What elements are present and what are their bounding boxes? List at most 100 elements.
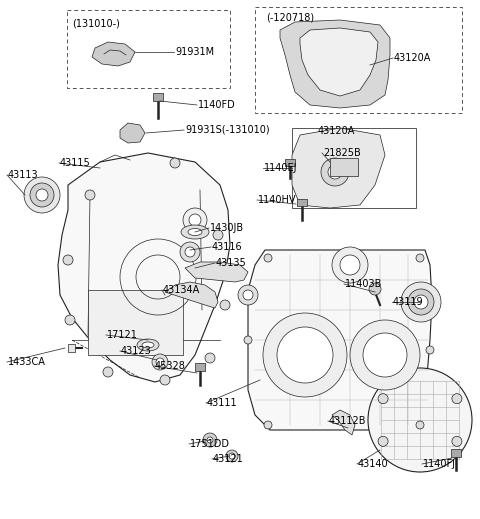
Circle shape [203, 433, 217, 447]
Circle shape [229, 453, 235, 459]
Text: 17121: 17121 [107, 330, 138, 340]
Circle shape [340, 255, 360, 275]
Ellipse shape [142, 342, 154, 348]
Text: 43134A: 43134A [163, 285, 200, 295]
Bar [292, 128, 416, 208]
Polygon shape [165, 282, 218, 308]
Polygon shape [280, 20, 390, 108]
Polygon shape [332, 410, 355, 435]
Bar [67, 10, 230, 88]
Circle shape [183, 208, 207, 232]
Text: 91931M: 91931M [175, 47, 214, 57]
Text: 43111: 43111 [207, 398, 238, 408]
Bar [68, 344, 75, 352]
Text: 43115: 43115 [60, 158, 91, 168]
Text: 43123: 43123 [121, 346, 152, 356]
Bar [451, 449, 461, 457]
Text: 1140EJ: 1140EJ [264, 163, 298, 173]
Bar [153, 93, 163, 101]
Polygon shape [185, 262, 248, 282]
Circle shape [226, 450, 238, 462]
Circle shape [189, 214, 201, 226]
Circle shape [368, 368, 472, 472]
Circle shape [414, 295, 428, 309]
Circle shape [85, 190, 95, 200]
Text: (-120718): (-120718) [266, 12, 314, 22]
Circle shape [277, 327, 333, 383]
Bar [255, 7, 462, 113]
Circle shape [65, 315, 75, 325]
Text: 43119: 43119 [393, 297, 424, 307]
Circle shape [369, 283, 381, 295]
Circle shape [416, 421, 424, 429]
Circle shape [264, 421, 272, 429]
Polygon shape [248, 250, 432, 430]
Text: 11403B: 11403B [345, 279, 383, 289]
Polygon shape [92, 42, 135, 66]
Text: 1140HV: 1140HV [258, 195, 297, 205]
Circle shape [332, 247, 368, 283]
Text: 43121: 43121 [213, 454, 244, 464]
Polygon shape [58, 153, 230, 382]
Circle shape [220, 300, 230, 310]
Circle shape [152, 354, 168, 370]
Bar [330, 158, 358, 176]
Circle shape [213, 230, 223, 240]
Text: 43112B: 43112B [329, 416, 367, 426]
Text: 1140FJ: 1140FJ [423, 459, 456, 469]
Polygon shape [300, 28, 378, 96]
Text: 1433CA: 1433CA [8, 357, 46, 367]
Text: 1430JB: 1430JB [210, 223, 244, 233]
Bar [297, 199, 307, 206]
Text: 43120A: 43120A [317, 126, 355, 136]
Circle shape [180, 242, 200, 262]
Circle shape [160, 375, 170, 385]
Circle shape [452, 394, 462, 404]
Text: 43120A: 43120A [394, 53, 432, 63]
Ellipse shape [188, 228, 202, 236]
Polygon shape [292, 128, 385, 208]
Circle shape [36, 189, 48, 201]
Circle shape [263, 313, 347, 397]
Text: 21825B: 21825B [323, 148, 361, 158]
Circle shape [264, 254, 272, 262]
Circle shape [244, 336, 252, 344]
Bar [285, 159, 295, 166]
Circle shape [205, 353, 215, 363]
Circle shape [156, 358, 164, 366]
Circle shape [452, 436, 462, 446]
Circle shape [426, 346, 434, 354]
Circle shape [185, 247, 195, 257]
Circle shape [30, 183, 54, 207]
Circle shape [243, 290, 253, 300]
Circle shape [207, 437, 213, 443]
Ellipse shape [137, 339, 159, 351]
Circle shape [170, 158, 180, 168]
Ellipse shape [181, 225, 209, 239]
Circle shape [350, 320, 420, 390]
Text: 1751DD: 1751DD [190, 439, 230, 449]
Circle shape [321, 158, 349, 186]
Text: 43116: 43116 [212, 242, 242, 252]
Bar [195, 363, 205, 371]
Text: 1140FD: 1140FD [198, 100, 236, 110]
Circle shape [378, 436, 388, 446]
Bar [88, 290, 183, 355]
Circle shape [401, 282, 441, 322]
Circle shape [63, 255, 73, 265]
Text: 43135: 43135 [216, 258, 247, 268]
Text: 43113: 43113 [8, 170, 38, 180]
Circle shape [378, 394, 388, 404]
Circle shape [238, 285, 258, 305]
Circle shape [24, 177, 60, 213]
Circle shape [408, 289, 434, 315]
Text: (131010-): (131010-) [72, 18, 120, 28]
Circle shape [103, 367, 113, 377]
Circle shape [363, 333, 407, 377]
Text: 43140: 43140 [358, 459, 389, 469]
Circle shape [416, 254, 424, 262]
Text: 45328: 45328 [155, 361, 186, 371]
Text: 91931S(-131010): 91931S(-131010) [185, 125, 270, 135]
Circle shape [328, 165, 342, 179]
Polygon shape [120, 123, 145, 143]
